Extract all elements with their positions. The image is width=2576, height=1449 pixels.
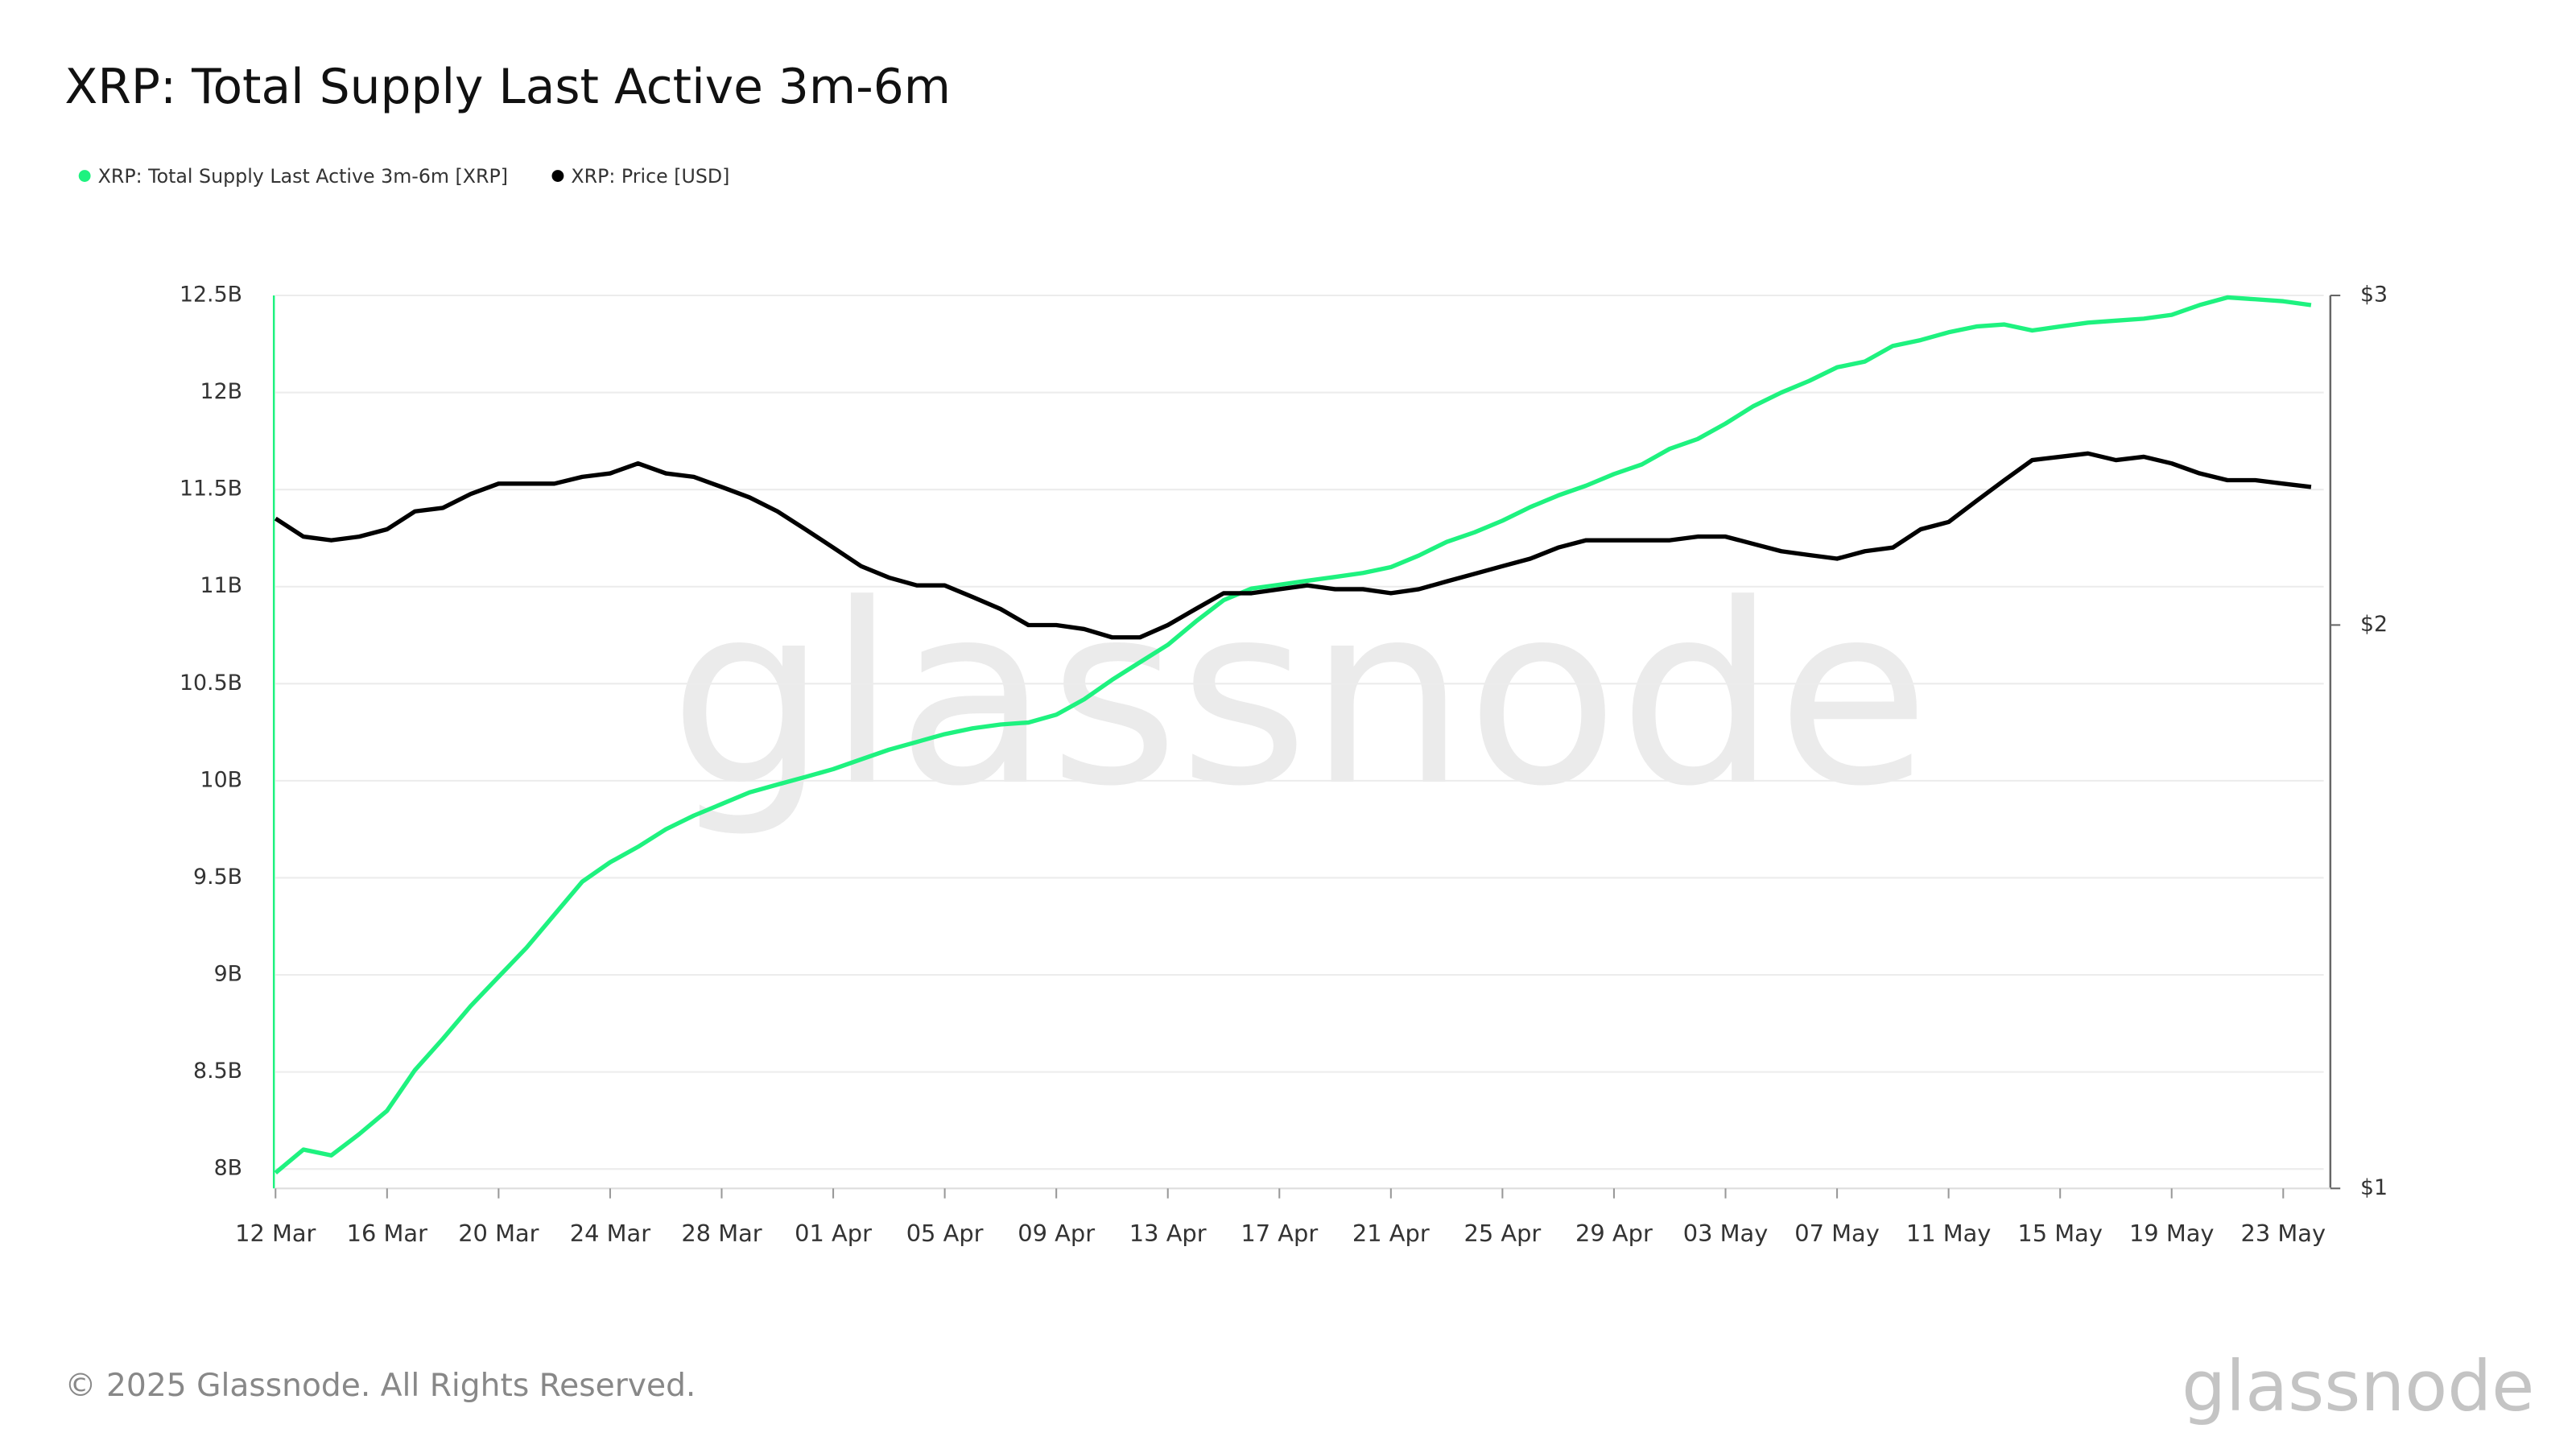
y-tick-label: 9B bbox=[214, 962, 242, 987]
x-tick-label: 05 Apr bbox=[906, 1220, 984, 1247]
x-tick-label: 11 May bbox=[1906, 1220, 1992, 1247]
legend-label: XRP: Price [USD] bbox=[571, 165, 729, 188]
x-tick-label: 25 Apr bbox=[1463, 1220, 1541, 1247]
footer: © 2025 Glassnode. All Rights Reserved. bbox=[64, 1368, 696, 1404]
x-tick-label: 07 May bbox=[1794, 1220, 1880, 1247]
x-tick-label: 01 Apr bbox=[795, 1220, 872, 1247]
y2-tick-label: $2 bbox=[2360, 612, 2388, 637]
x-tick-label: 21 Apr bbox=[1352, 1220, 1430, 1247]
y-tick-label: 8.5B bbox=[193, 1059, 242, 1084]
x-tick-label: 15 May bbox=[2017, 1220, 2103, 1247]
watermark: glassnode bbox=[670, 551, 1930, 840]
x-tick-label: 29 Apr bbox=[1575, 1220, 1653, 1247]
y-tick-label: 10B bbox=[200, 767, 242, 792]
footer-logo: glassnode bbox=[2182, 1347, 2534, 1427]
y-tick-label: 11B bbox=[200, 573, 242, 598]
legend-label: XRP: Total Supply Last Active 3m-6m [XRP… bbox=[98, 165, 508, 188]
x-tick-label: 20 Mar bbox=[458, 1220, 539, 1247]
x-tick-label: 16 Mar bbox=[347, 1220, 427, 1247]
series-line bbox=[274, 295, 2312, 1174]
legend-marker bbox=[78, 170, 91, 182]
series-line bbox=[274, 451, 2312, 640]
y-tick-label: 10.5B bbox=[180, 671, 242, 696]
chart-title: XRP: Total Supply Last Active 3m-6m bbox=[64, 60, 951, 115]
y-tick-label: 8B bbox=[214, 1156, 242, 1181]
legend-marker bbox=[551, 170, 564, 182]
x-tick-label: 28 Mar bbox=[681, 1220, 762, 1247]
y-tick-label: 12B bbox=[200, 379, 242, 404]
x-tick-label: 23 May bbox=[2241, 1220, 2326, 1247]
y-tick-label: 12.5B bbox=[180, 283, 242, 308]
y-tick-label: 11.5B bbox=[180, 477, 242, 502]
x-tick-label: 09 Apr bbox=[1018, 1220, 1095, 1247]
x-tick-label: 12 Mar bbox=[235, 1220, 316, 1247]
x-tick-label: 19 May bbox=[2129, 1220, 2215, 1247]
x-tick-label: 17 Apr bbox=[1241, 1220, 1318, 1247]
x-tick-label: 13 Apr bbox=[1129, 1220, 1207, 1247]
y2-tick-label: $1 bbox=[2360, 1175, 2388, 1200]
x-tick-label: 24 Mar bbox=[570, 1220, 650, 1247]
y2-tick-label: $3 bbox=[2360, 283, 2388, 308]
y-tick-label: 9.5B bbox=[193, 865, 242, 890]
x-tick-label: 03 May bbox=[1683, 1220, 1769, 1247]
